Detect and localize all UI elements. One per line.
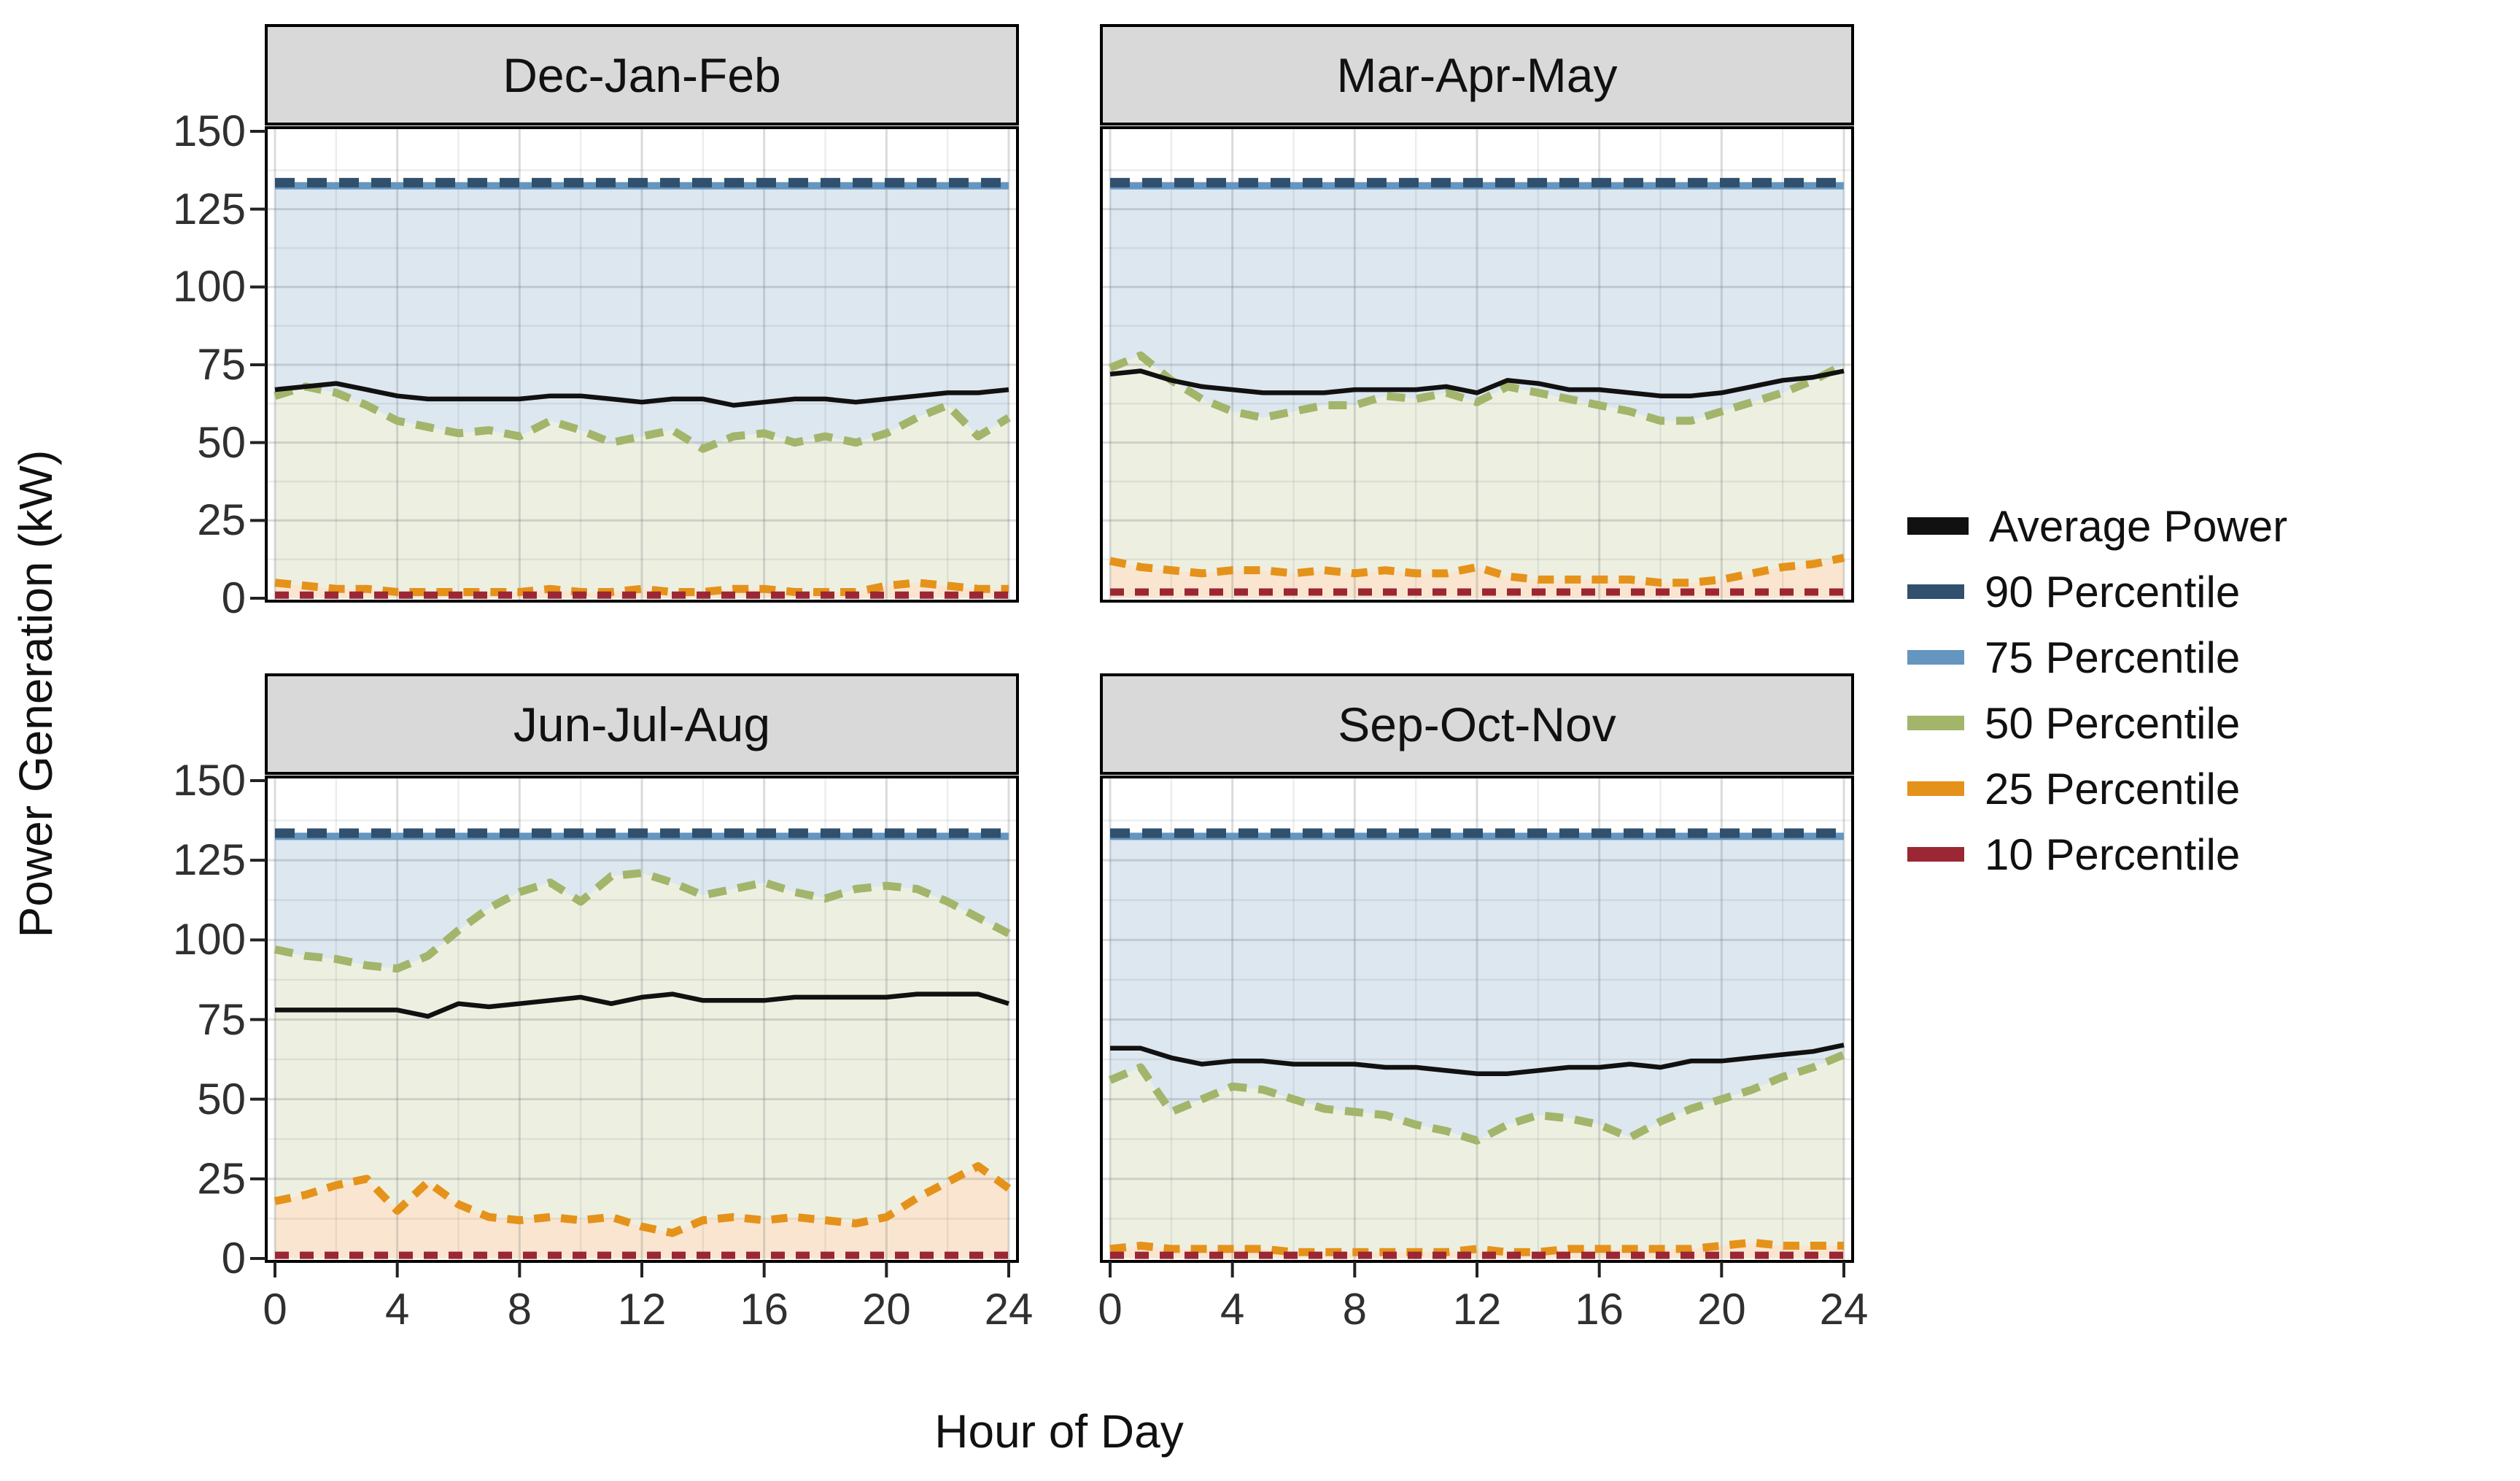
legend-label: 90 Percentile [1985,567,2241,616]
legend-key-p90-icon [1907,584,1964,599]
x-tick-label: 4 [384,1285,410,1334]
facet-strip-dec-jan-feb: Dec-Jan-Feb [265,24,1019,125]
x-tick-label: 0 [1098,1285,1123,1334]
fill-50th [1110,1054,1844,1258]
y-tick-label: 125 [172,184,246,233]
facet-strip-title: Sep-Oct-Nov [1338,697,1616,751]
fill-50th [275,873,1009,1258]
x-tick-label: 16 [1575,1285,1624,1334]
line-50th-percentile [274,869,1011,973]
x-tick-label: 20 [861,1285,911,1334]
y-tick-label: 25 [197,495,246,545]
y-axis-title: Power Generation (kW) [9,449,62,938]
line-25th-percentile [274,579,1009,596]
panel-gridlines [1101,128,1853,601]
legend-label: 10 Percentile [1985,830,2241,879]
y-tick-label: 150 [172,756,246,805]
panel-sep-oct-nov [1101,777,1853,1261]
legend-key-p50-icon [1907,716,1964,730]
panel-mar-apr-may [1101,128,1853,601]
y-tick-label: 100 [172,262,246,312]
line-25th-percentile [1109,1238,1844,1256]
facet-strip-title: Jun-Jul-Aug [513,697,771,751]
fill-25th [1110,557,1844,598]
facet-strip-sep-oct-nov: Sep-Oct-Nov [1100,673,1854,775]
x-tick-label: 24 [1819,1285,1869,1334]
y-tick-label: 25 [197,1153,246,1203]
legend-label: Average Power [1989,501,2288,551]
legend-key-p25-icon [1907,781,1964,796]
line-50th-percentile [274,382,1011,453]
x-tick-label: 24 [984,1285,1034,1334]
y-tick-label: 50 [197,1074,246,1124]
y-tick-label: 0 [221,1234,246,1283]
x-tick-label: 0 [263,1285,287,1334]
line-average-power [274,381,1009,408]
line-25th-percentile [1109,554,1845,587]
panel-jun-jul-aug [266,777,1017,1261]
legend: Average Power 90 Percentile 75 Percentile 5… [1907,493,2287,887]
line-50th-percentile [1108,1051,1846,1145]
x-tick-label: 8 [1342,1285,1368,1334]
legend-item-p25: 25 Percentile [1907,756,2287,821]
panel-border [1100,126,1854,603]
legend-key-p75-icon [1907,650,1964,665]
x-axis-title: Hour of Day [934,1405,1184,1458]
panel-dec-jan-feb [266,128,1017,601]
x-tick-label: 12 [617,1285,667,1334]
line-50th-percentile [1108,351,1846,425]
line-average-power [1109,368,1845,398]
y-tick-label: 75 [197,340,246,389]
x-tick-label: 16 [740,1285,789,1334]
legend-key-p10-icon [1907,847,1964,862]
x-tick-label: 8 [507,1285,532,1334]
legend-label: 25 Percentile [1985,764,2241,813]
y-tick-label: 75 [197,994,246,1044]
fill-25th [275,1166,1009,1258]
facet-strip-mar-apr-may: Mar-Apr-May [1100,24,1854,125]
x-tick-label: 12 [1452,1285,1502,1334]
legend-item-p10: 10 Percentile [1907,821,2287,887]
y-tick-label: 125 [172,835,246,885]
y-tick-label: 100 [172,915,246,964]
y-tick-label: 50 [197,417,246,467]
facet-strip-title: Dec-Jan-Feb [503,47,781,102]
facet-strip-jun-jul-aug: Jun-Jul-Aug [265,673,1019,775]
legend-item-p50: 50 Percentile [1907,690,2287,756]
y-tick-label: 0 [221,573,246,622]
y-tick-label: 150 [172,107,246,155]
legend-item-p75: 75 Percentile [1907,625,2287,690]
legend-item-average: Average Power [1907,493,2287,559]
panel-gridlines [266,777,1017,1261]
x-tick-label: 4 [1220,1285,1245,1334]
legend-key-average-icon [1907,517,1969,535]
x-tick-label: 20 [1697,1285,1746,1334]
legend-label: 50 Percentile [1985,698,2241,748]
panel-gridlines [266,128,1017,601]
line-average-power [1110,1043,1845,1076]
line-25th-percentile [274,1161,1012,1237]
line-average-power [275,991,1009,1019]
legend-label: 75 Percentile [1985,633,2241,682]
fill-50th [1110,355,1844,598]
facet-strip-title: Mar-Apr-May [1336,47,1618,102]
legend-item-p90: 90 Percentile [1907,559,2287,625]
